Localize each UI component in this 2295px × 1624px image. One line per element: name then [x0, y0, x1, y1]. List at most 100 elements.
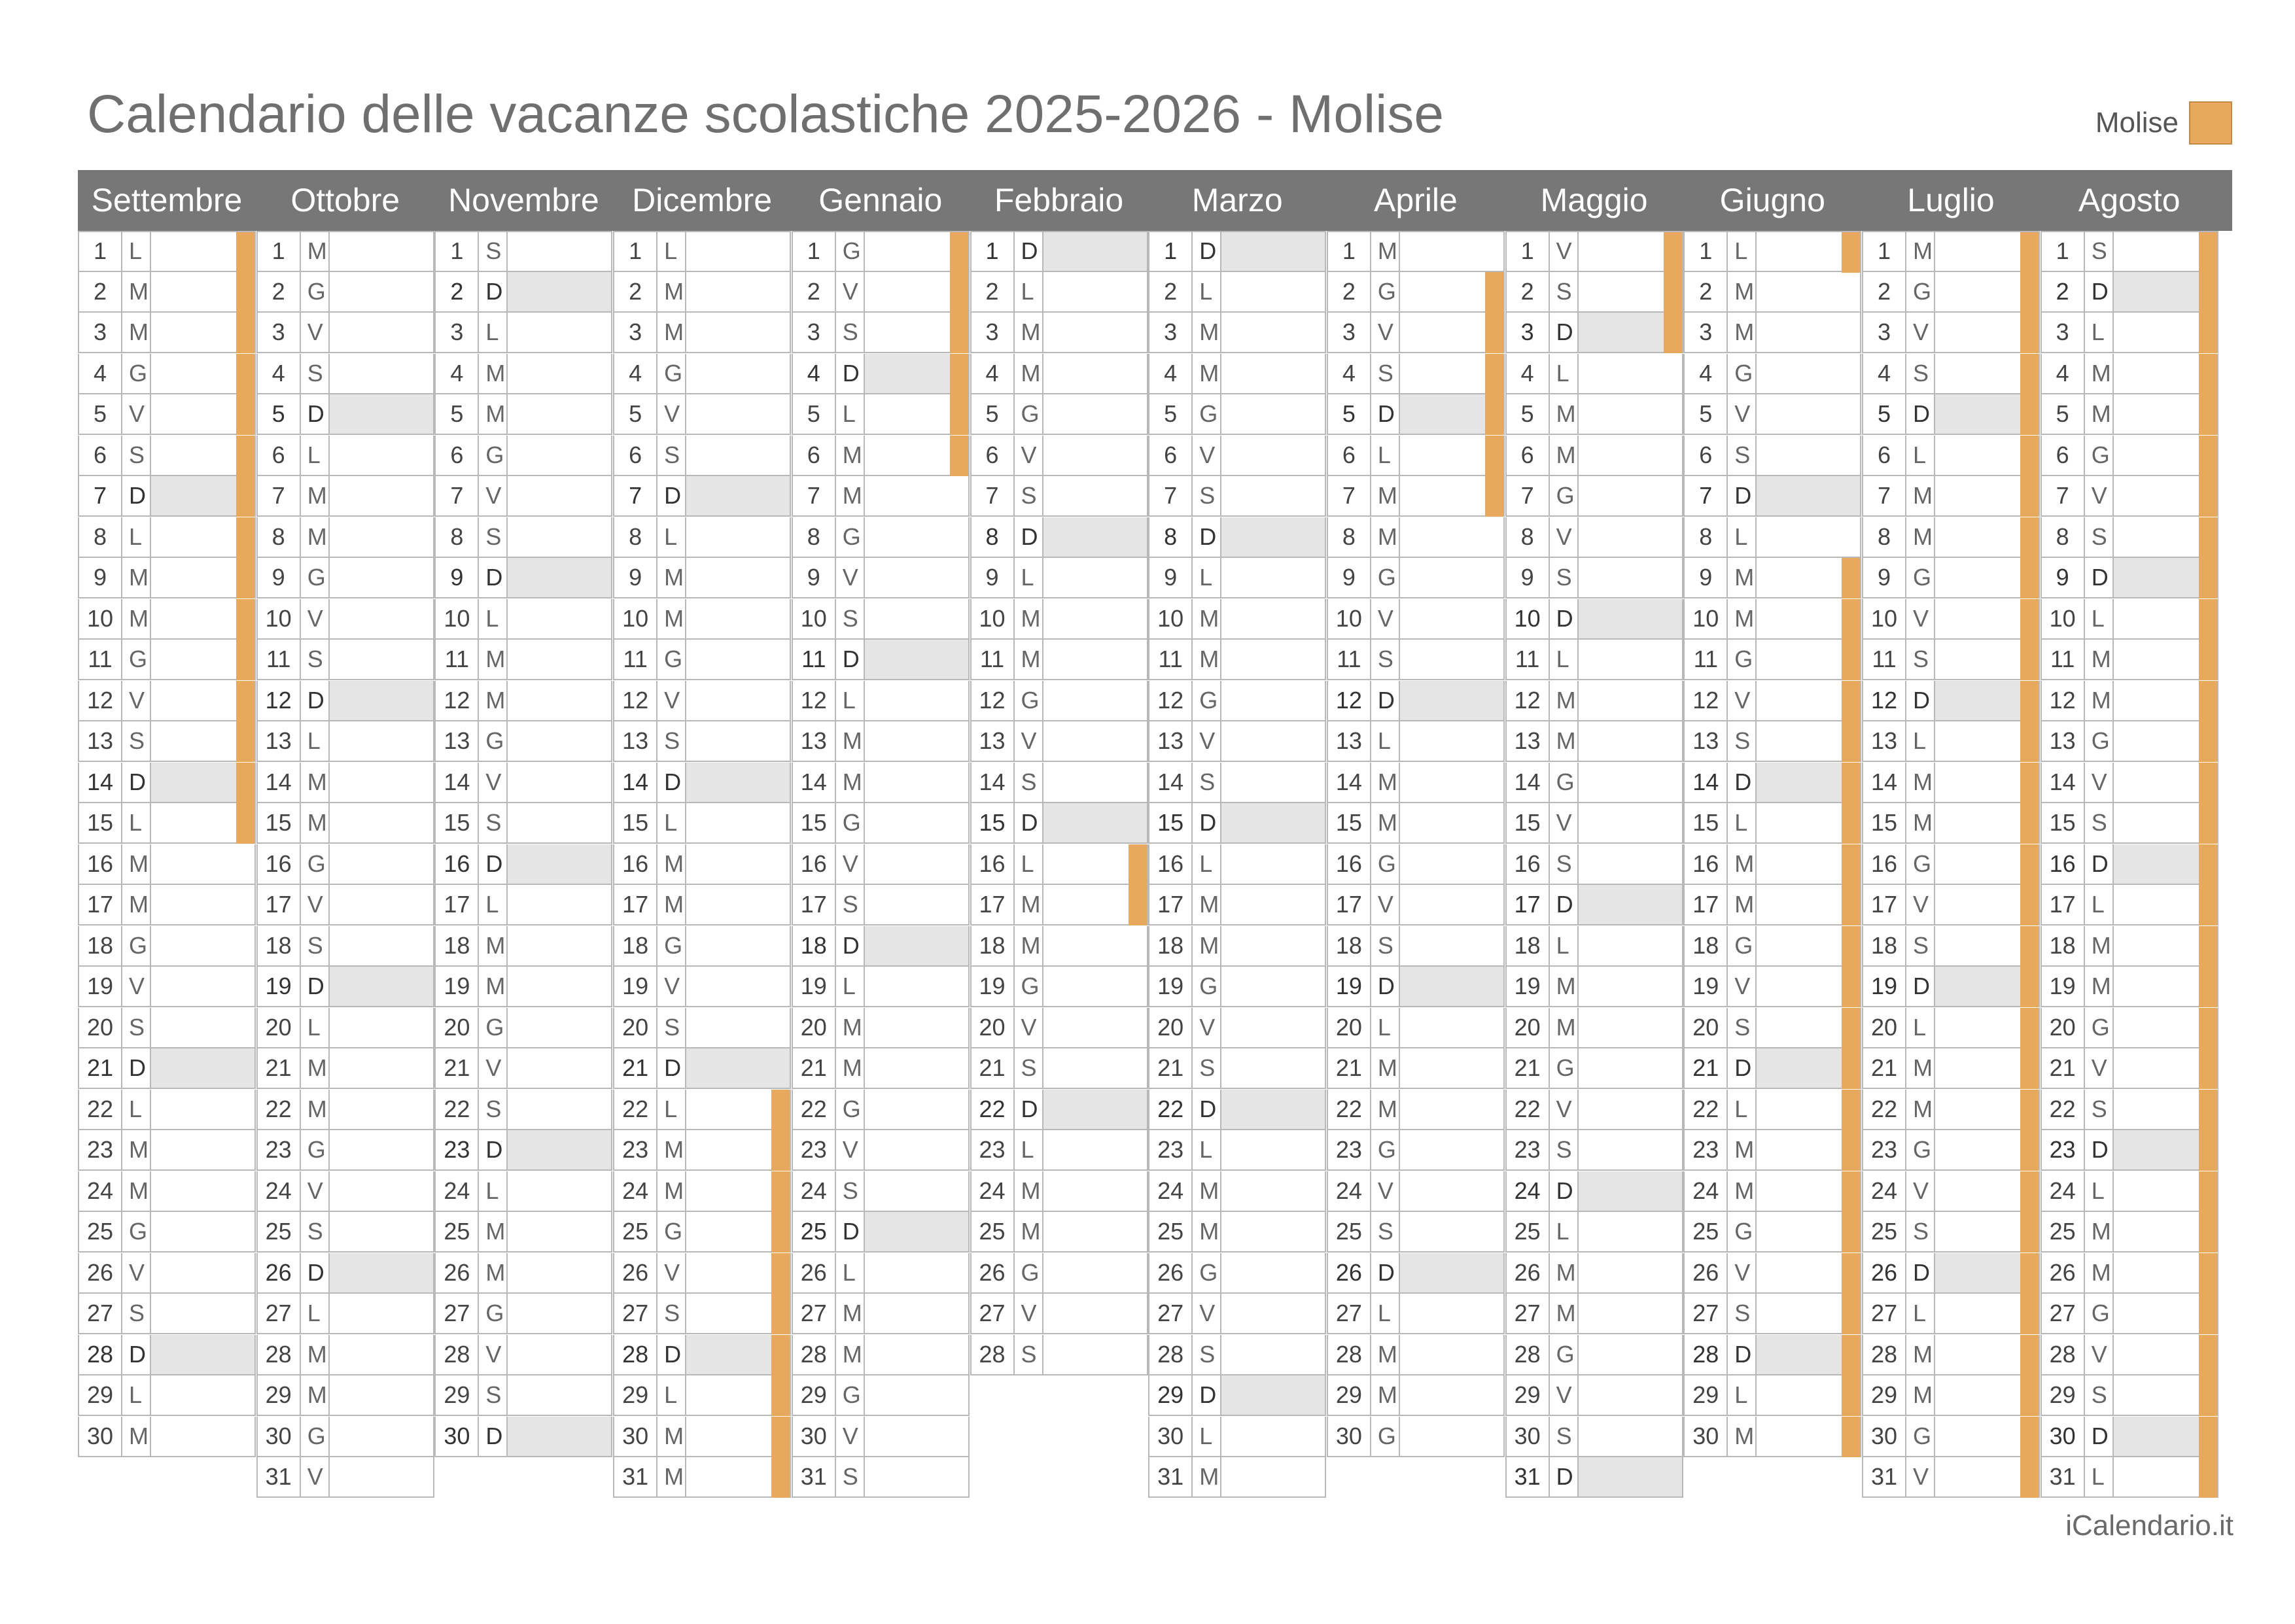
day-row: 27 M [1505, 1294, 1683, 1334]
weekday-letter: D [479, 1416, 508, 1456]
day-number: 22 [1863, 1089, 1906, 1129]
day-note-cell [865, 721, 968, 761]
day-note-cell [686, 803, 790, 842]
day-number: 27 [258, 1294, 301, 1333]
day-number: 30 [1149, 1416, 1193, 1456]
day-note-cell [1043, 1130, 1147, 1169]
day-number: 27 [972, 1294, 1015, 1333]
day-number: 14 [1328, 762, 1371, 802]
holiday-marker [2020, 967, 2039, 1007]
weekday-letter: S [301, 640, 330, 679]
day-row: 18 G [613, 925, 792, 967]
weekday-letter: D [1728, 1334, 1757, 1374]
day-note-cell [1400, 926, 1503, 965]
day-number: 31 [2042, 1457, 2085, 1496]
day-note-cell [508, 1294, 611, 1333]
day-number: 18 [1149, 925, 1193, 965]
day-number: 4 [614, 353, 658, 393]
day-number: 17 [2042, 885, 2085, 924]
weekday-letter: D [1550, 1171, 1579, 1211]
day-number: 4 [1507, 353, 1550, 393]
day-note-cell [686, 436, 790, 475]
day-number: 11 [614, 640, 658, 679]
day-note-cell [686, 517, 790, 557]
month-name-marzo: Marzo [1191, 182, 1283, 218]
weekday-letter: V [1906, 598, 1935, 638]
day-row: 29 V [1505, 1375, 1683, 1416]
day-note-cell [330, 354, 433, 393]
day-note-cell [686, 354, 790, 393]
day-note-cell [1043, 763, 1147, 802]
day-row: 11 L [1505, 640, 1683, 680]
weekday-letter: L [1728, 1089, 1757, 1129]
day-number: 11 [1863, 640, 1906, 679]
day-row: 16 D [434, 844, 613, 885]
weekday-letter: D [1193, 803, 1222, 842]
holiday-marker [2020, 1089, 2039, 1130]
day-number: 2 [436, 271, 480, 311]
day-row: 20 M [791, 1007, 970, 1048]
day-row: 27 L [1862, 1294, 2040, 1334]
day-note-cell [1221, 599, 1325, 638]
day-number: 1 [972, 232, 1015, 271]
day-number: 28 [793, 1334, 836, 1374]
day-number: 25 [79, 1212, 122, 1251]
day-row: 12 M [1505, 680, 1683, 721]
day-note-cell [1757, 1375, 1861, 1416]
day-row: 13 V [970, 721, 1148, 762]
day-number: 28 [2042, 1334, 2085, 1374]
weekday-letter: G [1193, 1253, 1222, 1292]
day-row: 30 M [613, 1416, 792, 1457]
day-number: 14 [1863, 762, 1906, 802]
day-number: 31 [258, 1457, 301, 1496]
day-row: 18 M [434, 925, 613, 967]
day-row: 12 V [78, 680, 256, 721]
day-number: 30 [258, 1416, 301, 1456]
day-row: 24 M [1148, 1171, 1327, 1212]
day-number: 20 [79, 1007, 122, 1047]
weekday-letter: V [479, 1048, 508, 1088]
day-number: 25 [972, 1212, 1015, 1251]
weekday-letter: V [479, 476, 508, 515]
day-row: 27 V [1148, 1294, 1327, 1334]
day-note-cell [865, 844, 968, 884]
weekday-letter: D [122, 762, 151, 802]
day-number: 7 [972, 476, 1015, 515]
day-number: 22 [1507, 1089, 1550, 1129]
weekday-letter: V [1550, 232, 1579, 271]
holiday-marker [1128, 885, 1147, 925]
day-row: 16 M [78, 844, 256, 885]
holiday-marker [1842, 1294, 1861, 1334]
month-name-aprile: Aprile [1373, 182, 1458, 218]
day-number: 7 [793, 476, 836, 515]
holiday-marker [2198, 1130, 2217, 1171]
weekday-letter: G [1728, 640, 1757, 679]
legend-label: Molise [2095, 107, 2179, 139]
day-note-cell [508, 1090, 611, 1129]
holiday-marker [1842, 640, 1861, 680]
weekday-letter: L [1193, 1130, 1222, 1169]
day-note-cell [508, 1171, 611, 1211]
holiday-marker [1484, 271, 1503, 313]
weekday-letter: L [122, 232, 151, 271]
holiday-marker [2020, 435, 2039, 476]
day-note-cell [151, 721, 254, 762]
holiday-marker [1842, 1007, 1861, 1048]
day-note-cell [1399, 967, 1503, 1006]
day-row: 20 L [256, 1007, 434, 1048]
day-number: 19 [793, 967, 836, 1006]
day-note-cell [1757, 1294, 1861, 1334]
day-row: 18 S [1326, 925, 1505, 967]
weekday-letter: M [1015, 313, 1043, 352]
day-number: 15 [1328, 803, 1371, 842]
day-note-cell [1221, 272, 1325, 311]
day-number: 3 [972, 313, 1015, 352]
day-number: 3 [79, 313, 122, 352]
day-note-cell [508, 1048, 611, 1088]
day-number: 27 [79, 1294, 122, 1333]
